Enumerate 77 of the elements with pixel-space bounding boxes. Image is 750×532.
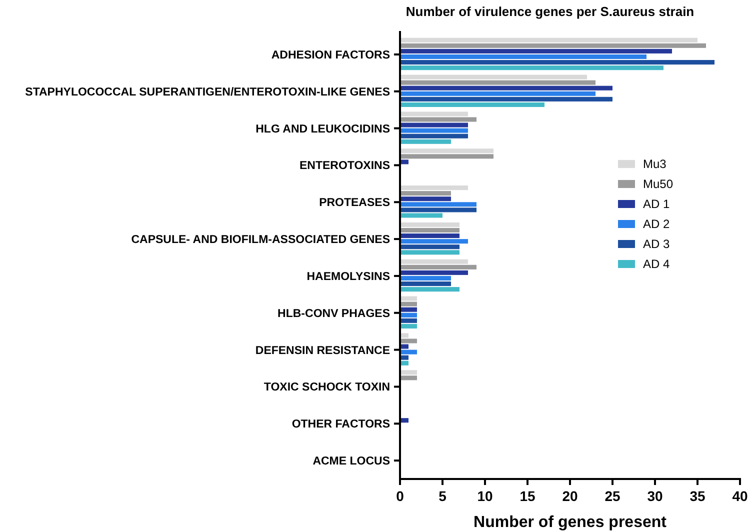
bar <box>400 202 476 207</box>
y-tick-label: HLB-CONV PHAGES <box>278 308 390 320</box>
legend-label: AD 4 <box>643 257 670 271</box>
bar <box>400 112 468 116</box>
bar <box>400 228 460 233</box>
x-axis-title: Number of genes present <box>474 514 668 531</box>
x-tick-label: 35 <box>690 488 706 504</box>
bar <box>400 122 468 128</box>
bar <box>400 324 417 328</box>
bar <box>400 74 587 80</box>
bar <box>400 60 714 65</box>
x-tick-label: 20 <box>562 488 578 504</box>
bar <box>400 318 417 323</box>
y-tick-label: ENTEROTOXINS <box>299 160 390 172</box>
bar <box>400 43 706 48</box>
bar <box>400 376 417 380</box>
bar <box>400 38 698 42</box>
bar <box>400 191 451 196</box>
y-tick-label: OTHER FACTORS <box>292 418 390 431</box>
bar <box>400 370 417 375</box>
bar <box>400 296 417 301</box>
bar <box>400 154 494 159</box>
legend-label: Mu3 <box>643 157 667 171</box>
bar <box>400 222 460 227</box>
y-tick-label: TOXIC SCHOCK TOXIN <box>264 382 390 394</box>
y-tick-label: ADHESION FACTORS <box>271 49 390 62</box>
bar <box>400 281 451 286</box>
x-tick-label: 5 <box>438 488 447 504</box>
bar <box>400 66 664 70</box>
legend-label: AD 2 <box>643 217 670 231</box>
bar <box>400 213 442 218</box>
bar <box>400 307 417 312</box>
x-tick-label: 30 <box>647 488 663 504</box>
bar <box>400 244 460 250</box>
legend-label: Mu50 <box>643 177 674 191</box>
bar <box>400 276 451 280</box>
x-tick-label: 40 <box>732 488 748 504</box>
y-tick-label: DEFENSIN RESISTANCE <box>255 344 390 357</box>
bar <box>400 270 468 275</box>
x-tick-label: 15 <box>520 488 536 504</box>
bar <box>400 80 596 85</box>
y-tick-label: PROTEASES <box>319 197 390 210</box>
bar <box>400 208 476 212</box>
bar <box>400 264 476 270</box>
bar <box>400 139 451 144</box>
bar <box>400 54 646 59</box>
y-tick-label: ACME LOCUS <box>312 456 390 468</box>
bar <box>400 312 417 318</box>
bar <box>400 134 468 138</box>
bar <box>400 96 612 102</box>
bar <box>400 239 468 244</box>
chart-title: Number of virulence genes per S.aureus strain <box>406 4 694 19</box>
y-tick-label: HLG AND LEUKOCIDINS <box>256 123 390 136</box>
bar <box>400 48 672 54</box>
bar <box>400 86 612 90</box>
bar <box>400 287 460 292</box>
x-tick-label: 0 <box>396 488 404 504</box>
bar <box>400 302 417 306</box>
bar <box>400 350 417 354</box>
x-tick-label: 10 <box>477 488 493 504</box>
bar <box>400 338 417 344</box>
bar <box>400 102 544 107</box>
bar <box>400 148 494 154</box>
bar <box>400 196 451 202</box>
legend-label: AD 1 <box>643 197 670 211</box>
x-tick-label: 25 <box>604 488 620 504</box>
bar <box>400 91 596 96</box>
bar <box>400 259 468 264</box>
y-tick-label: HAEMOLYSINS <box>306 270 390 283</box>
legend-label: AD 3 <box>643 237 670 251</box>
y-tick-label: STAPHYLOCOCCAL SUPERANTIGEN/ENTEROTOXIN-LIKE GENES <box>25 86 390 98</box>
bar <box>400 250 460 255</box>
y-tick-label: CAPSULE- AND BIOFILM-ASSOCIATED GENES <box>131 234 390 246</box>
bar <box>400 117 476 122</box>
bar <box>400 234 460 238</box>
bar <box>400 128 468 133</box>
bar <box>400 186 468 190</box>
